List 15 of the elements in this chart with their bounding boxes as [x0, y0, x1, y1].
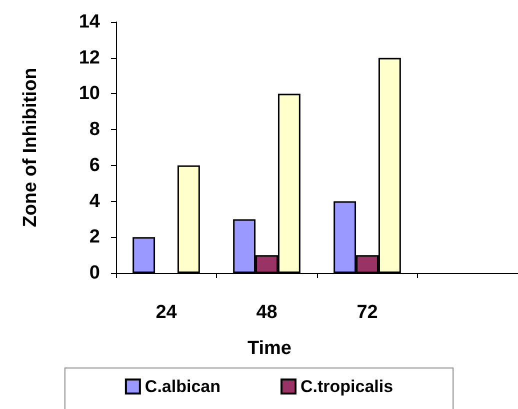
y-tick-label: 10: [78, 83, 100, 104]
y-axis-title: Zone of Inhibition: [20, 68, 41, 228]
x-tick-label: 24: [156, 302, 178, 323]
y-tick-label: 12: [78, 47, 100, 68]
x-tick-label: 72: [356, 302, 378, 323]
y-tick-label: 14: [78, 12, 100, 32]
y-tick-label: 8: [89, 119, 100, 140]
y-tick-label: 2: [89, 226, 100, 248]
y-tick-label: 0: [89, 262, 100, 284]
y-tick-label: 6: [89, 154, 100, 176]
x-tick-label: 48: [256, 302, 278, 323]
y-tick-label: 4: [89, 190, 100, 212]
legend-label: C.albican: [144, 377, 221, 396]
x-axis-title: Time: [247, 338, 292, 359]
legend-label: C.tropicalis: [300, 377, 394, 396]
